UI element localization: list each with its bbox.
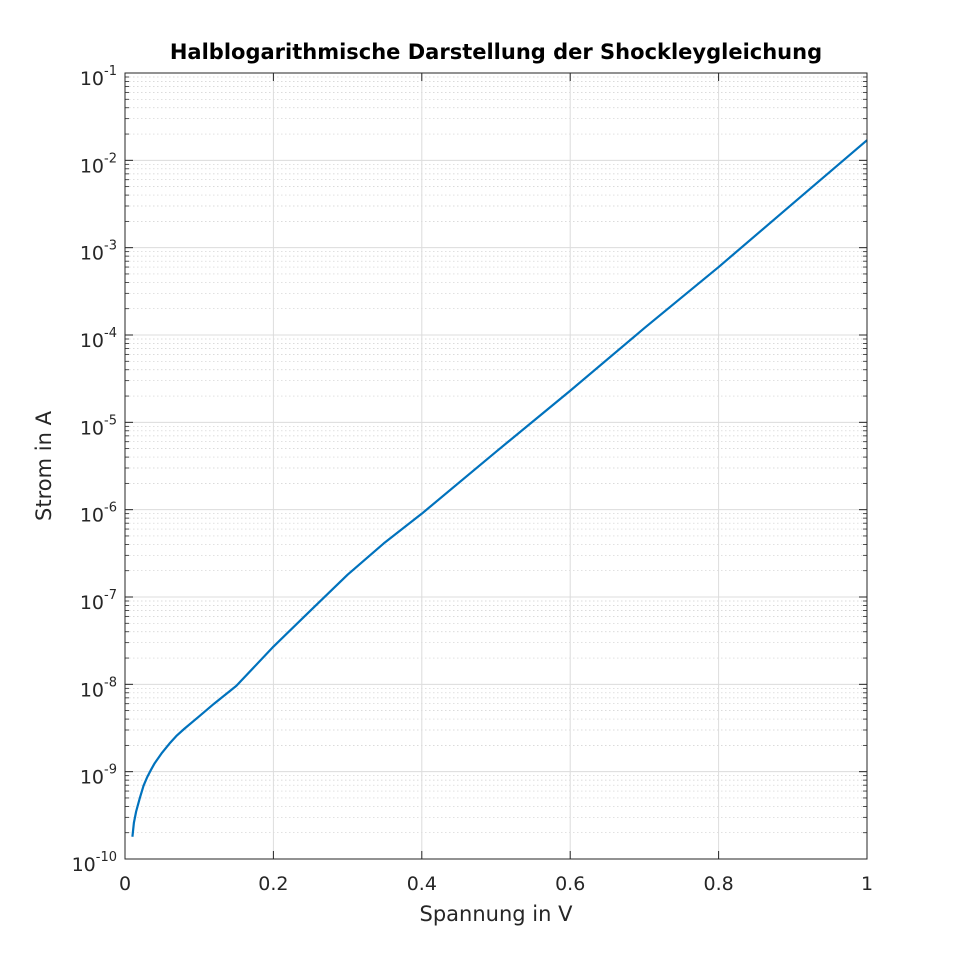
plot-frame <box>124 72 868 860</box>
chart-title: Halblogarithmische Darstellung der Shock… <box>170 40 822 64</box>
y-tick-labels: 10-10 10-9 10-8 10-7 10-6 10-5 10-4 10-3 10-2 10-… <box>72 64 117 876</box>
y-tick-label: 10-8 <box>80 675 117 701</box>
x-axis-label: Spannung in V <box>420 902 574 926</box>
y-tick-label: 10-2 <box>80 151 117 177</box>
ticks <box>124 72 868 860</box>
x-tick-label: 0.6 <box>555 873 585 895</box>
y-tick-label: 10-9 <box>80 763 117 789</box>
plot-area <box>125 73 867 859</box>
x-tick-label: 1 <box>861 873 873 895</box>
series-line <box>131 139 868 837</box>
y-tick-label: 10-3 <box>80 239 117 265</box>
x-tick-label: 0 <box>119 873 131 895</box>
x-tick-label: 0.2 <box>258 873 288 895</box>
x-tick-label: 0.4 <box>407 873 437 895</box>
y-tick-label: 10-7 <box>80 588 117 614</box>
y-tick-label: 10-5 <box>80 413 117 439</box>
y-tick-label: 10-10 <box>72 850 117 876</box>
x-tick-label: 0.8 <box>703 873 733 895</box>
y-axis-label: Strom in A <box>32 410 56 521</box>
y-tick-label: 10-4 <box>80 326 117 352</box>
major-grid <box>124 72 868 860</box>
y-tick-label: 10-6 <box>80 501 117 527</box>
y-tick-label: 10-1 <box>80 64 117 90</box>
x-tick-labels: 0 0.2 0.4 0.6 0.8 1 <box>119 873 873 895</box>
